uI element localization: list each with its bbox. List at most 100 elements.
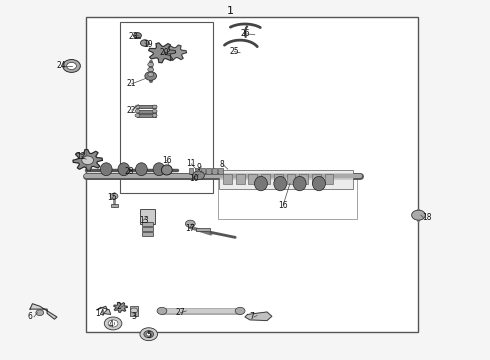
Circle shape (135, 109, 140, 113)
Text: 26: 26 (240, 29, 250, 38)
Bar (137, 114, 156, 117)
Bar (143, 222, 153, 226)
Circle shape (152, 109, 157, 113)
Text: 19: 19 (144, 40, 153, 49)
Text: 25: 25 (229, 47, 239, 56)
Circle shape (145, 72, 157, 80)
Bar (312, 174, 321, 184)
Text: 8: 8 (220, 160, 224, 169)
Ellipse shape (313, 176, 325, 191)
Polygon shape (30, 304, 57, 319)
Bar (274, 174, 283, 184)
Text: 2: 2 (117, 302, 122, 311)
Text: 5: 5 (147, 332, 151, 341)
Bar (219, 170, 353, 189)
Circle shape (63, 59, 80, 72)
Polygon shape (165, 45, 186, 60)
Text: 7: 7 (249, 312, 254, 321)
Polygon shape (73, 149, 102, 171)
Text: 21: 21 (127, 80, 136, 89)
Text: 24: 24 (57, 62, 67, 71)
Bar (189, 168, 193, 174)
Bar (299, 174, 308, 184)
Bar (86, 17, 418, 332)
Bar (196, 228, 210, 231)
Bar (137, 110, 156, 113)
Bar (218, 168, 222, 174)
Text: 23: 23 (128, 32, 138, 41)
Text: 16: 16 (278, 201, 288, 210)
Ellipse shape (293, 176, 306, 191)
Polygon shape (114, 302, 127, 312)
Circle shape (82, 156, 94, 165)
Circle shape (144, 330, 154, 338)
Bar (325, 174, 333, 184)
Circle shape (140, 328, 158, 341)
Bar (261, 174, 270, 184)
Circle shape (412, 210, 425, 220)
Polygon shape (97, 306, 111, 315)
Text: 9: 9 (196, 163, 201, 172)
Text: 12: 12 (76, 152, 86, 161)
Text: 1: 1 (227, 6, 234, 17)
Circle shape (36, 310, 44, 316)
Bar (248, 174, 257, 184)
Circle shape (135, 105, 140, 109)
Bar (121, 22, 213, 193)
Bar (236, 174, 245, 184)
Text: 28: 28 (124, 167, 134, 176)
Bar (223, 174, 232, 184)
Polygon shape (245, 312, 272, 320)
Bar (143, 232, 153, 236)
Circle shape (148, 72, 154, 77)
Text: 10: 10 (189, 174, 198, 183)
Text: 3: 3 (132, 312, 137, 321)
Text: 20: 20 (159, 48, 169, 57)
Bar (141, 210, 155, 224)
Circle shape (134, 33, 142, 39)
Circle shape (148, 62, 154, 67)
Circle shape (110, 193, 118, 199)
Ellipse shape (254, 176, 268, 191)
Bar (200, 168, 205, 174)
Text: 4: 4 (108, 320, 113, 329)
Circle shape (141, 40, 149, 46)
Bar (287, 174, 295, 184)
Text: 18: 18 (422, 213, 431, 222)
Text: 15: 15 (107, 193, 117, 202)
Circle shape (67, 62, 76, 69)
Text: 27: 27 (175, 308, 185, 317)
Text: 22: 22 (127, 105, 136, 114)
Ellipse shape (153, 163, 165, 176)
Ellipse shape (100, 163, 112, 176)
Bar (218, 173, 357, 220)
Circle shape (152, 114, 157, 117)
Circle shape (157, 307, 167, 315)
Circle shape (104, 317, 122, 330)
Text: 11: 11 (186, 159, 196, 168)
Text: 13: 13 (139, 216, 148, 225)
Circle shape (148, 67, 154, 72)
Text: 16: 16 (162, 156, 172, 165)
Circle shape (108, 320, 118, 327)
Bar (143, 227, 153, 231)
Bar (137, 105, 156, 108)
Ellipse shape (136, 163, 147, 176)
Text: 17: 17 (185, 224, 195, 233)
Bar (206, 168, 211, 174)
Ellipse shape (118, 163, 130, 176)
Text: 14: 14 (95, 309, 105, 318)
Circle shape (147, 332, 151, 336)
Circle shape (193, 171, 204, 180)
Bar (195, 168, 199, 174)
Text: 6: 6 (27, 312, 32, 321)
Polygon shape (148, 43, 175, 63)
Circle shape (131, 308, 138, 313)
Circle shape (152, 105, 157, 109)
Ellipse shape (161, 165, 172, 175)
Bar (135, 37, 141, 39)
Circle shape (135, 114, 140, 117)
Circle shape (235, 307, 245, 315)
Bar (130, 306, 139, 316)
Bar (212, 168, 217, 174)
